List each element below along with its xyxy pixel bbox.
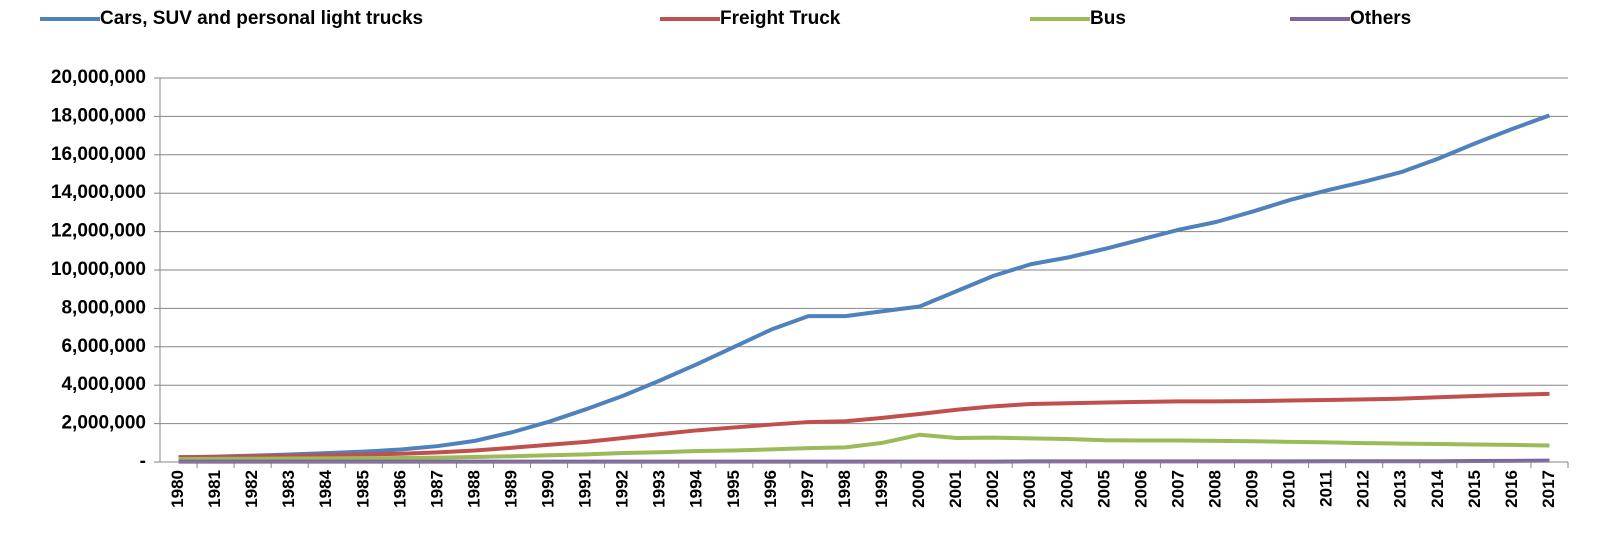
x-tick-label: 1998 xyxy=(835,470,854,508)
x-tick-label: 2008 xyxy=(1205,470,1224,508)
x-tick-label: 1986 xyxy=(390,470,409,508)
series-line xyxy=(178,113,1551,460)
x-tick-label: 1985 xyxy=(353,470,372,508)
y-tick-label: 14,000,000 xyxy=(51,182,146,203)
x-tick-label: 1982 xyxy=(242,470,261,508)
x-tick-label: 2012 xyxy=(1354,470,1373,508)
legend-label: Others xyxy=(1350,8,1411,29)
x-tick-label: 2015 xyxy=(1465,470,1484,508)
x-tick-label: 1987 xyxy=(427,470,446,508)
x-tick-label: 2002 xyxy=(983,470,1002,508)
x-tick-label: 1995 xyxy=(724,470,743,508)
legend-label: Freight Truck xyxy=(720,8,841,29)
x-tick-label: 2006 xyxy=(1131,470,1150,508)
x-tick-label: 1993 xyxy=(650,470,669,508)
x-tick-label: 2016 xyxy=(1502,470,1521,508)
x-tick-label: 1983 xyxy=(279,470,298,508)
y-tick-label: 10,000,000 xyxy=(51,259,146,280)
x-tick-label: 1992 xyxy=(613,470,632,508)
legend-label: Bus xyxy=(1090,8,1126,29)
y-tick-label: 12,000,000 xyxy=(51,221,146,242)
x-tick-label: 1984 xyxy=(316,469,335,507)
x-tick-label: 1991 xyxy=(576,470,595,508)
x-tick-label: 2007 xyxy=(1168,470,1187,508)
x-tick-label: 1988 xyxy=(464,470,483,508)
x-tick-label: 2011 xyxy=(1317,470,1336,507)
y-tick-label: 4,000,000 xyxy=(61,374,146,395)
x-tick-label: 2001 xyxy=(946,470,965,508)
x-tick-label: 1990 xyxy=(539,470,558,508)
y-tick-label: 20,000,000 xyxy=(51,67,146,88)
x-tick-label: 1981 xyxy=(205,470,224,508)
series-line xyxy=(178,458,1550,464)
y-tick-label: - xyxy=(140,451,146,472)
legend-label: Cars, SUV and personal light trucks xyxy=(100,8,423,29)
x-tick-label: 2017 xyxy=(1539,470,1558,508)
y-tick-label: 16,000,000 xyxy=(51,144,146,165)
x-tick-label: 2009 xyxy=(1243,470,1262,508)
x-tick-label: 1989 xyxy=(501,470,520,508)
x-tick-label: 1994 xyxy=(687,469,706,507)
x-tick-label: 2010 xyxy=(1280,470,1299,508)
x-tick-label: 2003 xyxy=(1020,470,1039,508)
y-tick-label: 8,000,000 xyxy=(61,297,146,318)
y-tick-label: 2,000,000 xyxy=(61,413,146,434)
series-line xyxy=(178,432,1550,462)
x-tick-label: 2005 xyxy=(1094,470,1113,508)
x-tick-label: 1999 xyxy=(872,470,891,508)
y-tick-label: 6,000,000 xyxy=(61,336,146,357)
x-tick-label: 2004 xyxy=(1057,469,1076,507)
x-tick-label: 2013 xyxy=(1391,470,1410,508)
y-tick-label: 18,000,000 xyxy=(51,105,146,126)
x-tick-label: 1996 xyxy=(761,470,780,508)
x-tick-label: 2014 xyxy=(1428,469,1447,507)
x-tick-label: 1997 xyxy=(798,470,817,508)
series-line xyxy=(178,391,1550,460)
x-tick-label: 1980 xyxy=(168,470,187,508)
x-tick-label: 2000 xyxy=(909,470,928,508)
